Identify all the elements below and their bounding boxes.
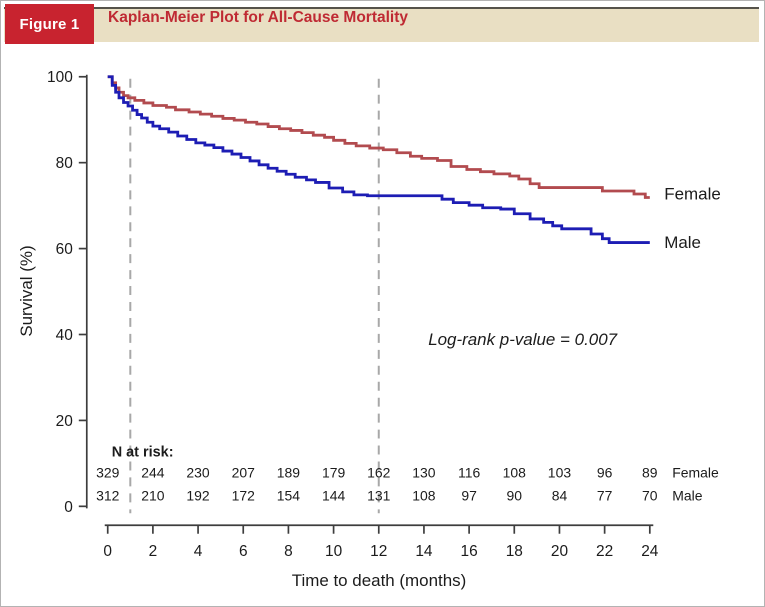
survival-curves	[107, 75, 650, 244]
risk-count-male: 70	[642, 487, 658, 503]
risk-count-male: 84	[552, 487, 568, 503]
risk-table-counts: 329 244 230 207 189 179 162 130 116 108 103 96 89 312…	[96, 464, 658, 503]
figure-header	[4, 7, 759, 42]
risk-count-female: 179	[322, 464, 346, 480]
x-tick-label: 4	[194, 543, 203, 560]
risk-count-female: 230	[186, 464, 210, 480]
x-tick-label: 2	[149, 543, 158, 560]
risk-count-male: 172	[232, 487, 256, 503]
figure-badge: Figure 1	[5, 4, 94, 44]
risk-count-male: 154	[277, 487, 301, 503]
risk-row-label-female: Female	[672, 464, 719, 480]
risk-count-female: 162	[367, 464, 391, 480]
risk-count-female: 130	[412, 464, 436, 480]
x-tick-label: 12	[370, 543, 387, 560]
x-tick-label: 20	[551, 543, 568, 560]
y-tick-label: 0	[64, 499, 73, 516]
y-tick-label: 20	[56, 413, 73, 430]
risk-row-label-male: Male	[672, 487, 702, 503]
x-tick-label: 22	[596, 543, 613, 560]
risk-count-male: 97	[461, 487, 477, 503]
risk-count-male: 108	[412, 487, 436, 503]
y-tick-label: 100	[47, 69, 73, 86]
x-tick-label: 18	[506, 543, 523, 560]
x-tick-label: 0	[103, 543, 112, 560]
pvalue-annotation: Log-rank p-value = 0.007	[428, 330, 617, 349]
y-axis-title: Survival (%)	[17, 245, 36, 336]
x-tick-label: 14	[415, 543, 433, 560]
risk-count-female: 89	[642, 464, 658, 480]
risk-count-female: 108	[503, 464, 527, 480]
risk-count-female: 189	[277, 464, 301, 480]
risk-count-male: 192	[186, 487, 210, 503]
x-tick-label: 16	[461, 543, 478, 560]
x-tick-label: 6	[239, 543, 248, 560]
figure-badge-label: Figure 1	[19, 15, 80, 33]
risk-count-male: 210	[141, 487, 165, 503]
risk-count-female: 103	[548, 464, 572, 480]
risk-count-female: 207	[232, 464, 256, 480]
survival-curve-female	[107, 75, 650, 199]
y-tick-label: 80	[56, 155, 73, 172]
y-tick-label: 60	[56, 241, 73, 258]
x-tick-label: 10	[325, 543, 342, 560]
x-tick-label: 24	[641, 543, 659, 560]
risk-count-male: 131	[367, 487, 391, 503]
risk-count-male: 77	[597, 487, 613, 503]
risk-count-male: 312	[96, 487, 120, 503]
x-axis-title: Time to death (months)	[292, 571, 467, 590]
survival-curve-male	[107, 75, 650, 244]
risk-count-female: 116	[458, 464, 480, 480]
y-tick-label: 40	[56, 327, 73, 344]
risk-count-female: 329	[96, 464, 120, 480]
legend-label-male: Male	[664, 233, 701, 252]
risk-count-female: 244	[141, 464, 165, 480]
risk-count-female: 96	[597, 464, 613, 480]
risk-count-male: 144	[322, 487, 346, 503]
risk-table-label: N at risk:	[112, 444, 174, 460]
risk-count-male: 90	[507, 487, 523, 503]
x-tick-label: 8	[284, 543, 293, 560]
reference-lines	[129, 78, 380, 514]
figure-title: Kaplan-Meier Plot for All-Cause Mortalit…	[108, 8, 408, 26]
legend-label-female: Female	[664, 184, 721, 203]
